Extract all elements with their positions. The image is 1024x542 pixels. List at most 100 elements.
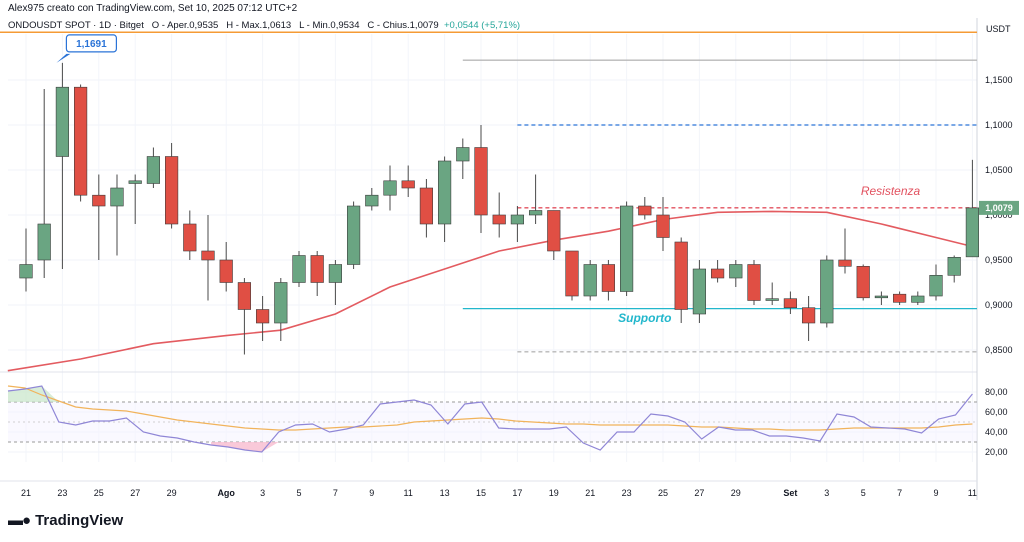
candle-body — [510, 214, 525, 225]
candle-body — [274, 282, 288, 324]
candle — [328, 260, 343, 305]
tradingview-brand[interactable]: ▬● TradingView — [8, 512, 123, 529]
candle — [365, 188, 379, 211]
candle-body — [255, 309, 270, 324]
candle — [820, 255, 834, 328]
candle — [165, 143, 179, 229]
time-tick-label: 21 — [585, 488, 595, 498]
rsi-ma-line — [7, 385, 973, 431]
time-tick-label: 29 — [167, 488, 177, 498]
candle-body — [237, 282, 252, 310]
candle — [965, 159, 979, 258]
legend-symbol[interactable]: ONDOUSDT SPOT · 1D · Bitget — [8, 20, 144, 31]
candle-body — [201, 250, 215, 261]
time-tick-label: 23 — [622, 488, 632, 498]
time-tick-label: 13 — [440, 488, 450, 498]
candle-body — [128, 180, 142, 184]
price-tick-label: 1,1500 — [985, 75, 1013, 85]
time-tick-label: 27 — [694, 488, 704, 498]
candle-body — [638, 205, 652, 216]
candle — [710, 260, 725, 283]
candle-body — [710, 268, 725, 279]
candle — [729, 260, 743, 287]
candle-body — [474, 147, 488, 216]
candle-body — [601, 264, 615, 292]
candle — [37, 89, 51, 278]
candle — [401, 165, 415, 197]
candle-body — [328, 264, 343, 283]
support-label: Supporto — [618, 311, 671, 325]
candle-body — [547, 210, 561, 252]
last-price-label: 1,0079 — [985, 203, 1013, 213]
candle-body — [783, 298, 797, 309]
time-tick-label: 19 — [549, 488, 559, 498]
rsi-tick-label: 60,00 — [985, 407, 1008, 417]
rsi-tick-label: 20,00 — [985, 447, 1008, 457]
candle — [510, 206, 525, 242]
candle-body — [947, 256, 961, 276]
time-tick-label: 5 — [296, 488, 301, 498]
candle — [892, 291, 907, 305]
candle-body — [19, 264, 33, 279]
candle-body — [856, 265, 870, 299]
candle-body — [619, 205, 634, 292]
candle-body — [729, 264, 743, 279]
rsi-tick-label: 80,00 — [985, 387, 1008, 397]
rsi-overbought-fill — [8, 386, 76, 402]
candle — [255, 296, 270, 341]
candle-body — [37, 223, 51, 261]
legend-low: L - Min.0,9534 — [299, 20, 360, 31]
time-tick-label: 11 — [968, 488, 977, 498]
candle-body — [365, 194, 379, 207]
legend-high: H - Max.1,0613 — [226, 20, 292, 31]
candle-body — [219, 259, 233, 283]
candle — [183, 210, 197, 260]
candle — [874, 291, 888, 305]
candle — [437, 156, 452, 242]
candle — [74, 84, 88, 202]
price-tick-label: 1,0500 — [985, 165, 1013, 175]
legend-open: O - Aper.0,9535 — [151, 20, 219, 31]
candle — [783, 291, 797, 314]
candle-body — [401, 180, 415, 189]
callout-pointer — [56, 53, 71, 63]
time-tick-label: 17 — [512, 488, 522, 498]
candle-body — [146, 156, 161, 184]
candle — [947, 255, 961, 283]
candle-body — [656, 214, 670, 238]
candle — [747, 260, 761, 305]
candle-body — [674, 241, 688, 310]
candle-body — [801, 307, 816, 324]
candle-body — [911, 295, 925, 303]
candle — [146, 147, 161, 188]
tradingview-wordmark: TradingView — [35, 512, 124, 529]
candle — [346, 201, 361, 269]
time-tick-label: 27 — [130, 488, 140, 498]
candle — [201, 215, 215, 301]
candle — [656, 197, 670, 251]
candle — [565, 250, 579, 301]
time-tick-label: 15 — [476, 488, 486, 498]
candle — [19, 228, 33, 292]
candle — [856, 264, 870, 301]
candle — [801, 296, 816, 341]
candle-body — [874, 295, 888, 299]
time-tick-label: 7 — [333, 488, 338, 498]
time-tick-label: 3 — [824, 488, 829, 498]
rsi-oversold-fill — [211, 442, 279, 452]
candle — [692, 260, 706, 323]
legend-close: C - Chius.1,0079 — [367, 20, 439, 31]
candle — [583, 260, 597, 301]
candle-body — [528, 210, 543, 216]
price-tick-label: 1,1000 — [985, 120, 1013, 130]
candle-body — [492, 214, 506, 225]
candle-body — [892, 293, 907, 303]
candle-body — [183, 223, 197, 252]
symbol-legend: ONDOUSDT SPOT · 1D · Bitget O - Aper.0,9… — [8, 20, 520, 31]
candle-body — [310, 255, 324, 283]
time-tick-label: 9 — [369, 488, 374, 498]
candle-body — [292, 255, 306, 283]
candle — [492, 192, 506, 238]
tradingview-logo-icon: ▬● — [8, 512, 31, 529]
